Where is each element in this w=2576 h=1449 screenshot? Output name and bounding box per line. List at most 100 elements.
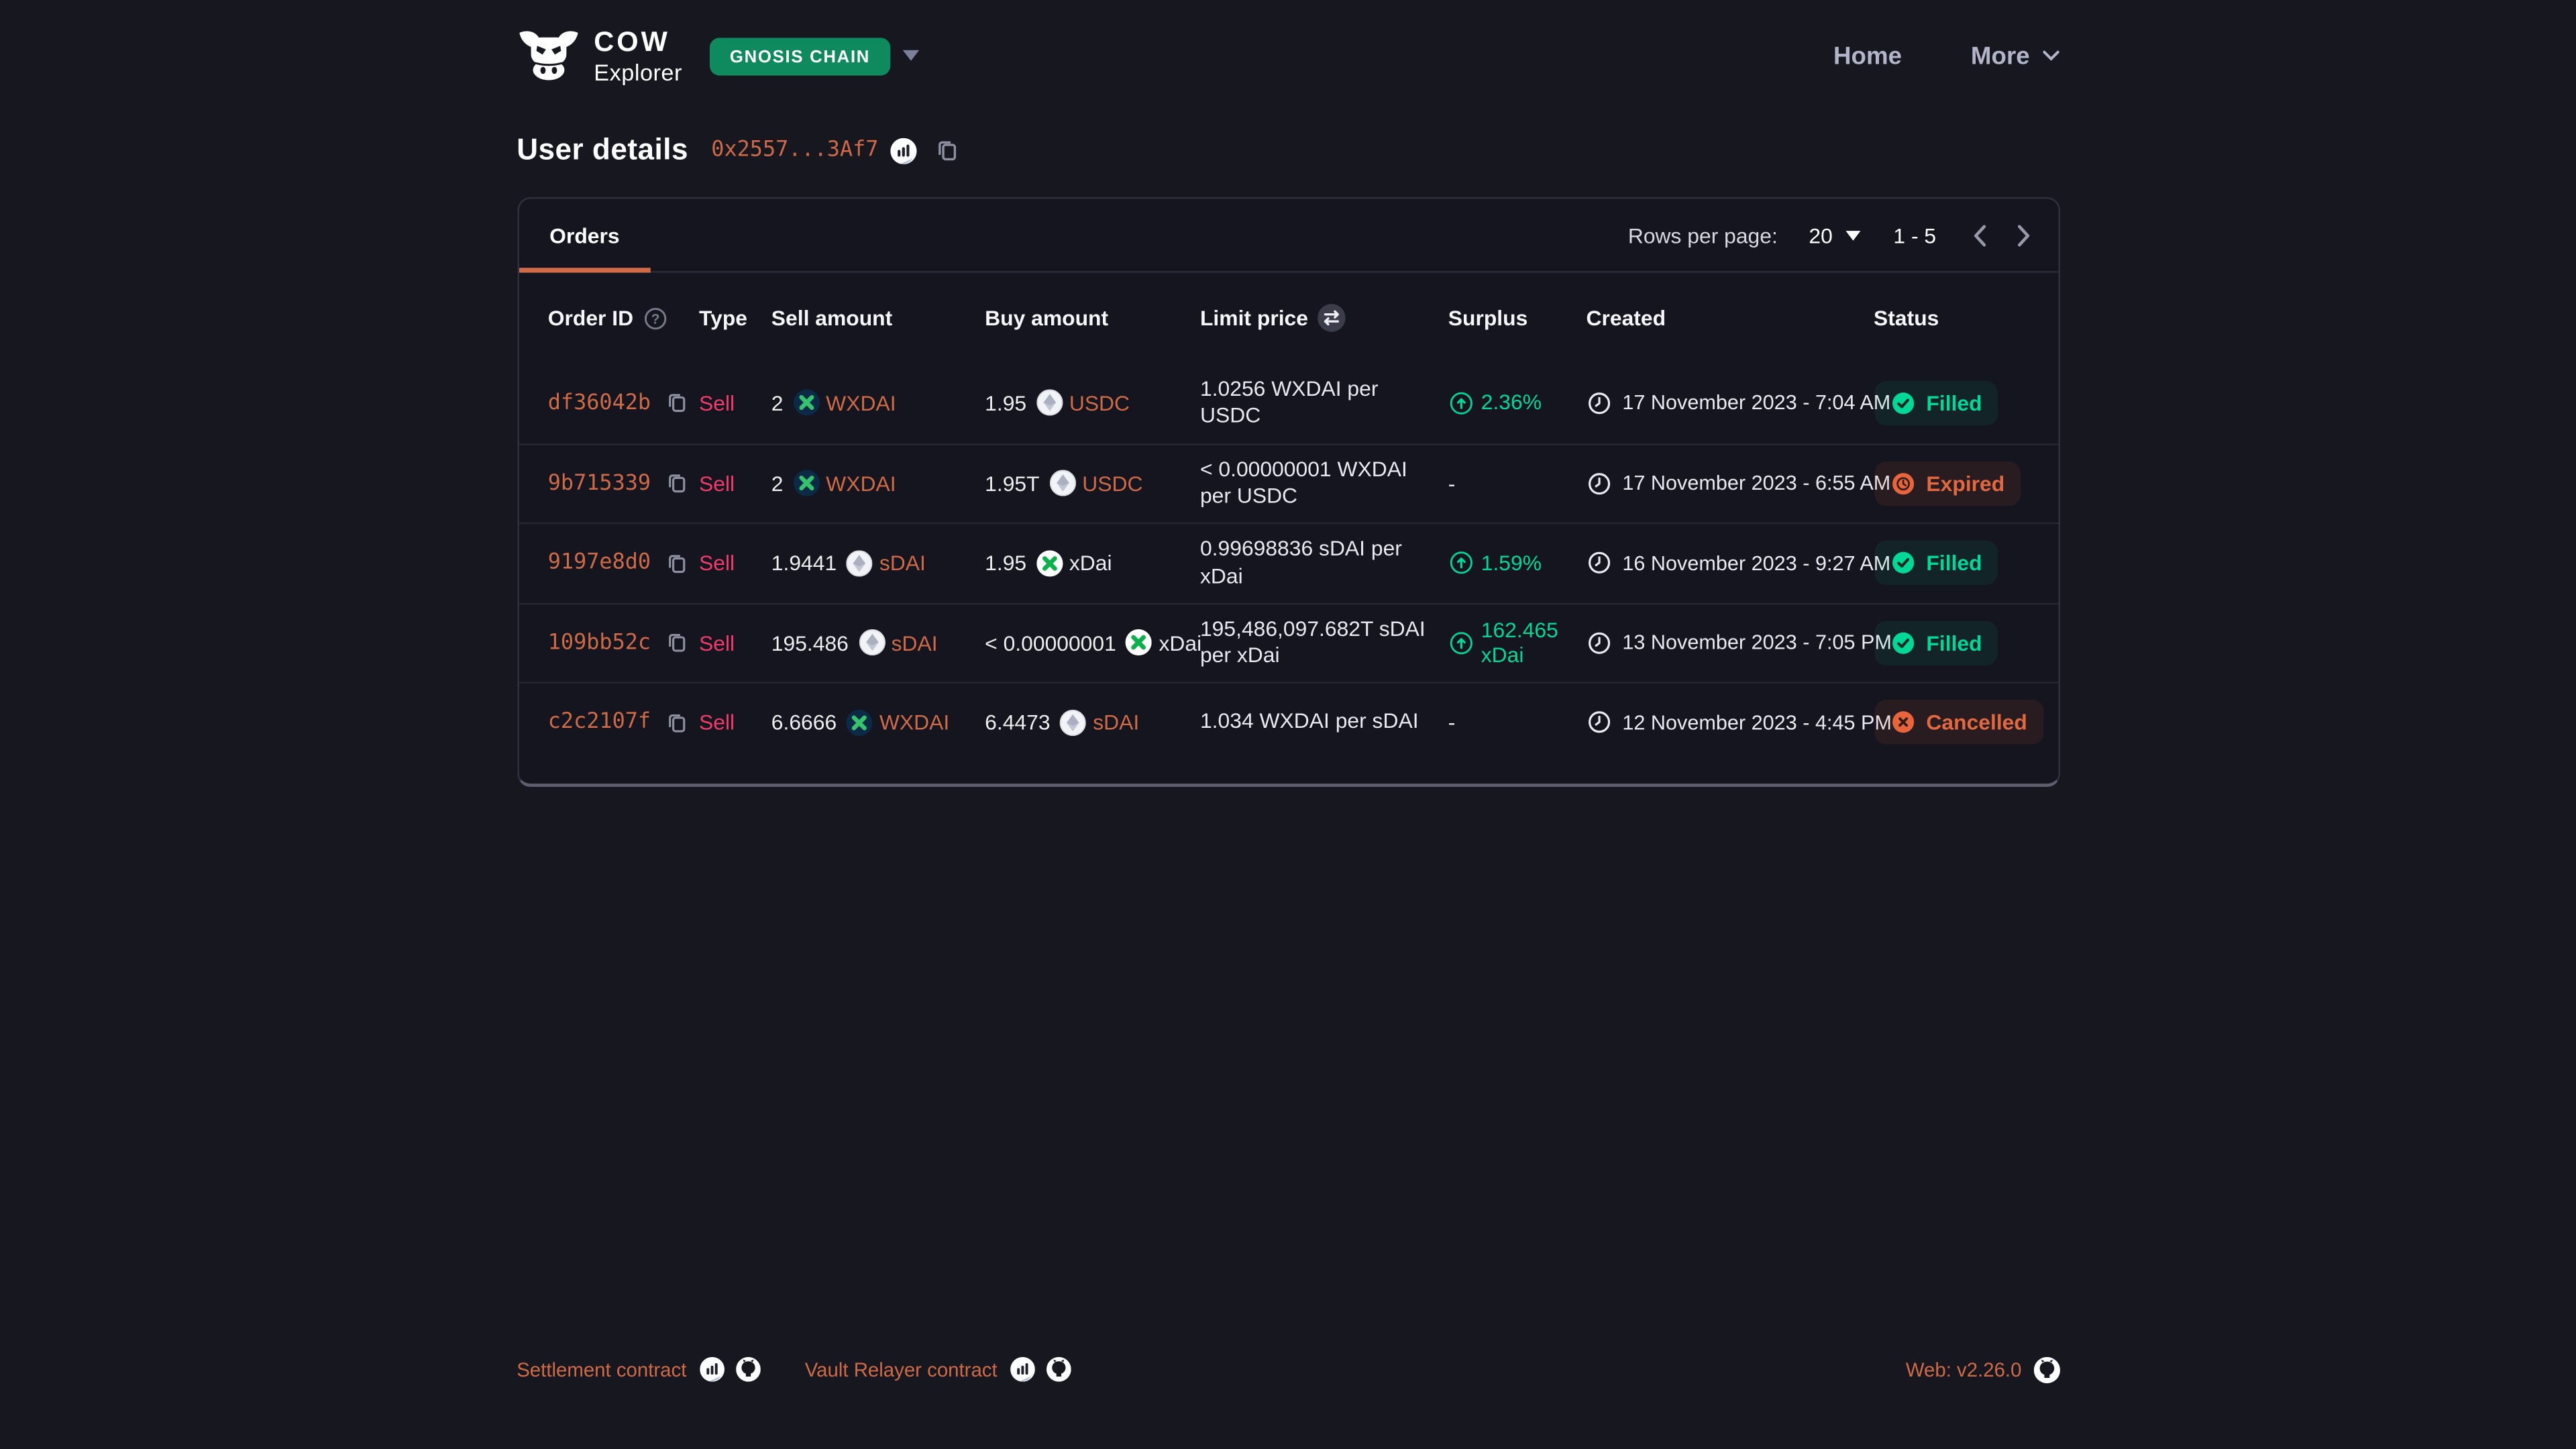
table-header-row: Order ID ? Type Sell amount Buy amount L… (519, 273, 2058, 364)
main-nav: Home More (1833, 42, 2059, 70)
limit-price: < 0.00000001 WXDAI per USDC (1199, 455, 1407, 508)
sell-amount: 6.6666 (771, 710, 837, 735)
copy-address-icon[interactable] (934, 138, 959, 163)
generic-token-icon (1036, 390, 1063, 417)
surplus-up-icon (1448, 390, 1473, 415)
copy-icon[interactable] (665, 711, 688, 734)
limit-price: 195,486,097.682T sDAI per xDai (1199, 615, 1426, 667)
status-label: Filled (1926, 630, 1982, 655)
status-label: Cancelled (1926, 710, 2027, 735)
next-page-button[interactable] (2015, 223, 2031, 248)
xdai-token-icon (1126, 629, 1152, 656)
help-icon[interactable]: ? (643, 307, 666, 329)
status-badge: Cancelled (1874, 700, 2044, 745)
github-icon[interactable] (2033, 1356, 2059, 1383)
token-link[interactable]: WXDAI (879, 710, 950, 735)
copy-icon[interactable] (665, 631, 688, 654)
network-selector[interactable]: GNOSIS CHAIN (710, 37, 920, 75)
blockscout-icon[interactable] (699, 1356, 724, 1382)
limit-price: 1.0256 WXDAI per USDC (1199, 375, 1379, 428)
buy-amount: < 0.00000001 (985, 630, 1116, 655)
order-id-link[interactable]: 109bb52c (547, 630, 651, 655)
order-id-link[interactable]: 9197e8d0 (547, 551, 651, 576)
generic-token-icon (858, 629, 885, 656)
status-label: Filled (1926, 551, 1982, 576)
github-icon[interactable] (1046, 1356, 1071, 1382)
wxdai-token-icon (846, 709, 873, 736)
status-label: Filled (1926, 390, 1982, 415)
token-label: xDai (1159, 630, 1202, 655)
token-link[interactable]: WXDAI (826, 471, 896, 496)
logo-subtitle: Explorer (594, 59, 682, 86)
tab-orders-label: Orders (549, 222, 620, 248)
swap-price-direction-icon[interactable] (1318, 304, 1346, 332)
order-id-link[interactable]: 9b715339 (547, 471, 651, 496)
order-type: Sell (699, 471, 735, 496)
page-footer: Settlement contract Vault Relayer contra… (517, 1356, 2059, 1383)
created-date: 13 November 2023 - 7:05 PM (1622, 631, 1892, 655)
vault-relayer-contract-link[interactable]: Vault Relayer contract (804, 1356, 1071, 1382)
github-icon[interactable] (735, 1356, 761, 1382)
order-type: Sell (699, 710, 735, 735)
order-id-link[interactable]: df36042b (547, 390, 651, 415)
blockscout-icon[interactable] (1010, 1356, 1036, 1382)
order-type: Sell (699, 630, 735, 655)
cow-explorer-logo[interactable]: COW Explorer (517, 28, 682, 84)
col-status: Status (1874, 305, 1939, 331)
token-link[interactable]: sDAI (1093, 710, 1140, 735)
table-body: df36042b Sell 2 WXDAI 1.95 USDC 1.0256 (518, 363, 2058, 783)
col-surplus: Surplus (1448, 305, 1528, 331)
tab-orders[interactable]: Orders (518, 199, 651, 273)
copy-icon[interactable] (665, 472, 688, 494)
nav-home[interactable]: Home (1833, 42, 1902, 70)
copy-icon[interactable] (665, 551, 688, 574)
orders-card: Orders Rows per page: 20 1 - 5 (517, 197, 2059, 786)
token-link[interactable]: WXDAI (826, 390, 896, 415)
vault-relayer-contract-label: Vault Relayer contract (804, 1358, 998, 1381)
sell-amount: 2 (771, 471, 784, 496)
user-address-link[interactable]: 0x2557...3Af7 (711, 138, 879, 163)
token-link[interactable]: USDC (1069, 390, 1130, 415)
token-link[interactable]: USDC (1082, 471, 1143, 496)
copy-icon[interactable] (665, 391, 688, 414)
expired-clock-icon (1890, 471, 1915, 496)
prev-page-button[interactable] (1971, 223, 1987, 248)
order-id-link[interactable]: c2c2107f (547, 710, 651, 735)
created-date: 16 November 2023 - 9:27 AM (1622, 551, 1891, 575)
wxdai-token-icon (793, 390, 820, 417)
filled-check-icon (1890, 390, 1915, 415)
filled-check-icon (1890, 551, 1915, 576)
nav-more[interactable]: More (1971, 42, 2059, 70)
surplus-up-icon (1448, 631, 1473, 655)
page-title: User details (517, 133, 689, 166)
created-date: 17 November 2023 - 7:04 AM (1622, 391, 1891, 415)
cancelled-x-icon (1890, 710, 1915, 735)
rows-per-page-select[interactable]: 20 (1809, 223, 1862, 248)
token-label: xDai (1069, 551, 1112, 576)
blockscout-icon[interactable] (890, 137, 916, 164)
token-link[interactable]: sDAI (891, 630, 938, 655)
clock-icon (1586, 471, 1611, 496)
table-row: df36042b Sell 2 WXDAI 1.95 USDC 1.0256 (519, 363, 2058, 443)
pagination-range: 1 - 5 (1893, 222, 1937, 248)
nav-more-label: More (1970, 42, 2030, 70)
col-order-id: Order ID (547, 305, 634, 331)
buy-amount: 1.95 (985, 551, 1027, 576)
col-buy-amount: Buy amount (985, 305, 1109, 331)
status-label: Expired (1926, 471, 2005, 496)
limit-price: 1.034 WXDAI per sDAI (1199, 708, 1419, 734)
settlement-contract-link[interactable]: Settlement contract (517, 1356, 761, 1382)
caret-down-icon (902, 49, 920, 62)
col-created: Created (1586, 305, 1666, 331)
network-badge: GNOSIS CHAIN (710, 37, 890, 75)
surplus-value: - (1448, 710, 1456, 735)
buy-amount: 1.95T (985, 471, 1040, 496)
web-version-link[interactable]: Web: v2.26.0 (1905, 1358, 2022, 1381)
clock-icon (1586, 551, 1611, 576)
caret-down-icon (1845, 229, 1862, 241)
generic-token-icon (846, 549, 873, 576)
token-link[interactable]: sDAI (879, 551, 926, 576)
col-limit-price: Limit price (1199, 305, 1309, 331)
generic-token-icon (1060, 709, 1087, 736)
